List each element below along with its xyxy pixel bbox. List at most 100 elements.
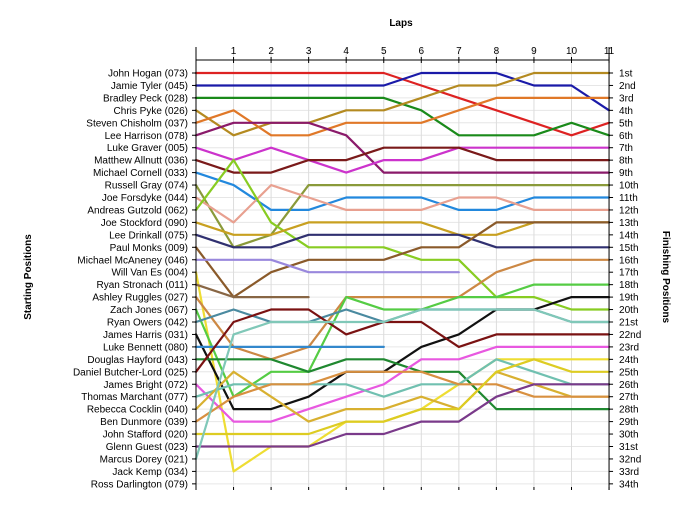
finishing-position-label: 13th bbox=[619, 218, 638, 229]
starting-driver-label: Steven Chisholm (037) bbox=[86, 118, 188, 129]
starting-driver-label: Michael Cornell (033) bbox=[93, 168, 188, 179]
x-tick-label: 8 bbox=[494, 46, 500, 57]
lap-tick-labels: 1 2 3 4 5 6 7 8 9 10 11 bbox=[231, 46, 615, 57]
x-tick-label: 4 bbox=[343, 46, 349, 57]
finishing-position-label: 20th bbox=[619, 305, 638, 316]
x-tick-label: 3 bbox=[306, 46, 312, 57]
axes bbox=[192, 47, 614, 490]
series-lines bbox=[194, 71, 611, 473]
starting-driver-label: Luke Graver (005) bbox=[107, 143, 188, 154]
grid bbox=[196, 47, 610, 490]
starting-driver-label: Glenn Guest (023) bbox=[106, 442, 188, 453]
series-line bbox=[194, 233, 611, 249]
series-line bbox=[194, 171, 611, 211]
series-line bbox=[194, 383, 611, 448]
finishing-position-label: 1st bbox=[619, 69, 633, 80]
finishing-position-label: 4th bbox=[619, 106, 633, 117]
series-line bbox=[194, 221, 611, 236]
finishing-position-label: 2nd bbox=[619, 81, 636, 92]
series-line bbox=[194, 296, 611, 411]
finishing-position-label: 24th bbox=[619, 355, 638, 366]
finishing-position-label: 18th bbox=[619, 280, 638, 291]
starting-driver-label: Jack Kemp (034) bbox=[112, 467, 188, 478]
starting-driver-label: Andreas Gutzold (062) bbox=[87, 205, 188, 216]
series-line bbox=[194, 121, 611, 174]
starting-driver-label: Ryan Owers (042) bbox=[107, 318, 188, 329]
finishing-position-label: 14th bbox=[619, 230, 638, 241]
finishing-position-label: 6th bbox=[619, 131, 633, 142]
finishing-position-label: 7th bbox=[619, 143, 633, 154]
left-axis-title: Starting Positions bbox=[23, 234, 34, 320]
series-line bbox=[194, 283, 310, 299]
starting-driver-label: John Hogan (073) bbox=[108, 69, 188, 80]
starting-driver-label: Ryan Stronach (011) bbox=[96, 280, 188, 291]
x-tick-label: 5 bbox=[381, 46, 387, 57]
series-line bbox=[194, 146, 611, 174]
series-line bbox=[194, 96, 611, 137]
finishing-position-label: 33rd bbox=[619, 467, 639, 478]
finishing-position-label: 5th bbox=[619, 118, 633, 129]
starting-driver-label: Joe Forsdyke (044) bbox=[102, 193, 188, 204]
finishing-position-label: 8th bbox=[619, 156, 633, 167]
series-line bbox=[194, 358, 611, 398]
finishing-position-label: 16th bbox=[619, 255, 638, 266]
right-axis-title: Finishing Positions bbox=[660, 231, 671, 324]
starting-driver-label: Lee Drinkall (075) bbox=[109, 230, 188, 241]
finishing-position-label: 31st bbox=[619, 442, 638, 453]
starting-driver-label: Matthew Allnutt (036) bbox=[94, 156, 188, 167]
finishing-position-label: 9th bbox=[619, 168, 633, 179]
x-tick-label: 10 bbox=[566, 46, 578, 57]
starting-driver-label: John Stafford (020) bbox=[103, 430, 188, 441]
finishing-position-label: 19th bbox=[619, 293, 638, 304]
starting-driver-label: Rebecca Cocklin (040) bbox=[87, 405, 188, 416]
finishing-position-label: 22nd bbox=[619, 330, 641, 341]
finishing-position-label: 23rd bbox=[619, 342, 639, 353]
x-tick-label: 6 bbox=[419, 46, 425, 57]
starting-driver-label: Will Van Es (004) bbox=[111, 268, 188, 279]
series-line bbox=[194, 358, 611, 436]
finishing-position-label: 11th bbox=[619, 193, 638, 204]
starting-driver-label: Daniel Butcher-Lord (025) bbox=[73, 367, 188, 378]
series-line bbox=[194, 258, 611, 361]
series-line bbox=[194, 358, 611, 411]
starting-driver-label: Marcus Dorey (021) bbox=[100, 454, 188, 465]
series-line bbox=[194, 146, 611, 174]
starting-driver-label: Lee Harrison (078) bbox=[105, 131, 188, 142]
x-tick-label: 2 bbox=[268, 46, 274, 57]
finishing-position-label: 10th bbox=[619, 181, 638, 192]
series-line bbox=[194, 71, 611, 137]
finishing-position-label: 30th bbox=[619, 430, 638, 441]
starting-driver-label: Joe Stockford (090) bbox=[101, 218, 188, 229]
series-line bbox=[194, 308, 611, 460]
finishing-position-label: 17th bbox=[619, 268, 638, 279]
starting-driver-label: James Harris (031) bbox=[103, 330, 188, 341]
series-line bbox=[194, 221, 611, 299]
series-line bbox=[194, 184, 611, 224]
x-tick-label: 9 bbox=[531, 46, 537, 57]
starting-driver-label: James Bright (072) bbox=[104, 380, 188, 391]
x-tick-label: 11 bbox=[604, 46, 615, 57]
series-line bbox=[194, 283, 611, 398]
starting-position-labels: John Hogan (073)Jamie Tyler (045)Bradley… bbox=[73, 69, 188, 491]
starting-driver-label: Russell Gray (074) bbox=[105, 181, 188, 192]
finishing-position-label: 27th bbox=[619, 392, 638, 403]
finishing-position-label: 32nd bbox=[619, 454, 641, 465]
series-line bbox=[194, 308, 611, 373]
starting-driver-label: Ben Dunmore (039) bbox=[100, 417, 188, 428]
finishing-position-label: 34th bbox=[619, 479, 638, 490]
finishing-position-label: 21st bbox=[619, 318, 638, 329]
finishing-position-label: 15th bbox=[619, 243, 638, 254]
series-line bbox=[194, 370, 611, 423]
starting-driver-label: Jamie Tyler (045) bbox=[111, 81, 188, 92]
starting-driver-label: Thomas Marchant (077) bbox=[81, 392, 188, 403]
finishing-position-label: 26th bbox=[619, 380, 638, 391]
starting-driver-label: Luke Bennett (080) bbox=[103, 342, 188, 353]
series-line bbox=[194, 71, 611, 112]
finishing-position-label: 3rd bbox=[619, 93, 633, 104]
x-tick-label: 7 bbox=[456, 46, 462, 57]
x-axis-title: Laps bbox=[389, 18, 413, 29]
starting-driver-label: Ashley Ruggles (027) bbox=[92, 293, 188, 304]
